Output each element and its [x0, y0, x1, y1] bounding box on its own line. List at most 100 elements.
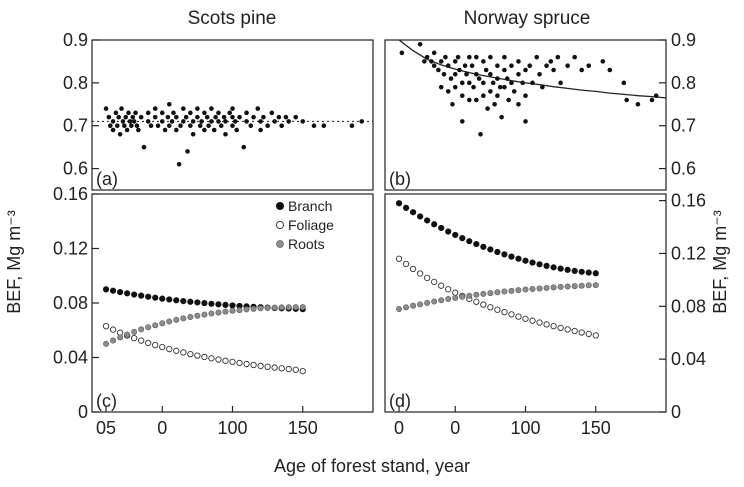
data-point [537, 71, 542, 77]
series-point-branch [138, 292, 145, 299]
data-point [551, 67, 556, 73]
data-point [579, 67, 584, 73]
ytick-label-d: 0.04 [671, 349, 706, 369]
data-point [476, 76, 482, 81]
data-point [495, 63, 500, 69]
data-point [183, 114, 189, 120]
data-point [244, 110, 249, 116]
series-point-branch [208, 300, 215, 307]
data-point [124, 127, 130, 133]
series-point-roots [487, 290, 494, 297]
data-point [199, 119, 204, 124]
series-point-branch [145, 293, 152, 300]
series-point-foliage [585, 330, 592, 338]
series-point-foliage [557, 324, 564, 331]
series-point-foliage [278, 365, 285, 372]
xlabel: Age of forest stand, year [274, 456, 470, 476]
series-point-foliage [402, 260, 410, 268]
series-point-roots [292, 304, 299, 311]
series-point-branch [152, 294, 159, 301]
data-point [474, 97, 479, 103]
data-point [176, 161, 182, 167]
title-norway-spruce: Norway spruce [464, 8, 591, 29]
data-point [237, 114, 242, 120]
ylabel-left: BEF, Mg m⁻³ [4, 210, 24, 314]
data-point [174, 114, 179, 120]
series-point-roots [466, 292, 473, 299]
series-point-branch [578, 268, 585, 275]
series-point-branch [473, 240, 480, 248]
ytick-label-b: 0.6 [671, 159, 696, 179]
data-point [251, 114, 256, 120]
xtick-label-c: 100 [217, 418, 247, 438]
series-point-foliage [395, 255, 403, 262]
data-point [600, 59, 606, 64]
series-point-branch [131, 291, 138, 298]
series-point-roots [550, 284, 557, 291]
data-point [607, 67, 613, 73]
data-point [502, 67, 507, 73]
data-point [485, 106, 490, 111]
data-point [233, 119, 238, 124]
series-point-roots [229, 307, 236, 314]
series-point-roots [159, 320, 166, 327]
data-point [145, 110, 151, 116]
legend-marker-roots [276, 240, 284, 248]
data-point [248, 123, 254, 129]
data-point [223, 119, 228, 124]
series-point-foliage [423, 274, 431, 282]
series-point-foliage [522, 315, 529, 322]
data-point [534, 54, 540, 60]
data-point [624, 97, 629, 103]
panel-label-c: (c) [96, 391, 117, 411]
data-point [523, 119, 528, 124]
series-point-foliage [592, 332, 599, 339]
data-point [417, 41, 423, 47]
series-point-roots [536, 285, 543, 292]
data-point [276, 114, 282, 120]
xtick-label-c: 05 [96, 418, 116, 438]
ytick-label-c: 0.12 [53, 239, 88, 259]
data-point [459, 119, 465, 124]
data-point [202, 110, 207, 116]
data-point [452, 59, 458, 64]
data-point [300, 119, 306, 124]
panels: 0.60.70.80.9(a)0.60.70.80.9(b)00.040.080… [53, 30, 706, 438]
ytick-label-a: 0.9 [63, 30, 88, 50]
series-point-roots [543, 284, 550, 291]
series-point-roots [194, 312, 201, 319]
series-point-roots [145, 324, 152, 331]
data-point [431, 50, 437, 56]
series-point-roots [236, 307, 243, 314]
legend-label-roots: Roots [288, 236, 325, 252]
series-point-roots [173, 316, 180, 323]
data-point [502, 84, 507, 90]
series-point-roots [110, 337, 117, 344]
xtick-label-c: 150 [288, 418, 318, 438]
ytick-label-a: 0.7 [63, 116, 88, 136]
series-point-foliage [166, 345, 173, 353]
data-point [195, 114, 200, 120]
series-point-roots [222, 308, 229, 315]
data-point [349, 123, 355, 129]
series-point-branch [585, 269, 592, 276]
data-point [548, 59, 554, 64]
data-point [471, 84, 476, 90]
series-point-branch [102, 286, 110, 293]
data-point [171, 110, 176, 116]
series-point-branch [159, 295, 166, 302]
data-point [283, 114, 289, 120]
data-point [234, 127, 240, 133]
series-point-foliage [229, 358, 236, 366]
ytick-label-b: 0.9 [671, 30, 696, 50]
series-point-foliage [173, 347, 180, 354]
data-point [221, 114, 227, 120]
series-point-roots [243, 306, 250, 313]
series-point-roots [529, 285, 536, 292]
series-point-foliage [145, 339, 152, 347]
panel-label-b: (b) [389, 169, 411, 189]
data-point [445, 89, 451, 94]
ytick-label-c: 0 [78, 402, 88, 422]
series-point-foliage [473, 298, 480, 305]
